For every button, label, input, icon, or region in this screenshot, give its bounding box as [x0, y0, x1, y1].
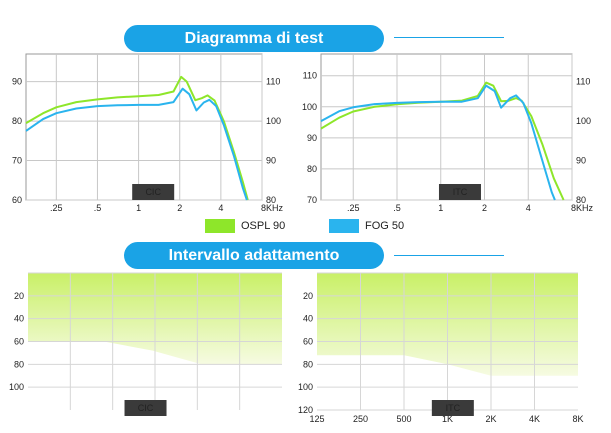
series-line: [320, 84, 556, 201]
tag-box: [132, 184, 175, 200]
y-left-tick-label: 80: [12, 116, 22, 126]
tag-label: CIC: [138, 403, 154, 413]
y-right-tick-label: 90: [576, 156, 586, 166]
x-tick-label: 2: [482, 203, 487, 213]
x-tick-label: 125: [309, 414, 324, 424]
y-tick-label: 80: [303, 359, 313, 369]
tag-box: [438, 184, 481, 200]
y-tick-label: 100: [9, 382, 24, 392]
y-right-tick-label: 100: [266, 116, 281, 126]
legend-fog-label: FOG 50: [365, 220, 405, 232]
tag-label: CIC: [145, 187, 161, 197]
x-tick-label: 1: [438, 203, 443, 213]
x-tick-label: 8K: [572, 414, 583, 424]
series-line: [320, 81, 565, 201]
legend-ospl-swatch: [205, 219, 235, 233]
y-tick-label: 60: [14, 337, 24, 347]
y-left-tick-label: 80: [307, 164, 317, 174]
y-left-tick-label: 70: [307, 195, 317, 205]
y-right-tick-label: 90: [266, 156, 276, 166]
x-tick-label: 4: [526, 203, 531, 213]
y-tick-label: 80: [14, 359, 24, 369]
x-tick-label: 2: [177, 203, 182, 213]
tag-box: [431, 400, 474, 416]
heading-rule: [394, 37, 504, 38]
y-tick-label: 40: [14, 314, 24, 324]
legend-fog-swatch: [329, 219, 359, 233]
y-tick-label: 40: [303, 314, 313, 324]
legend: OSPL 90 FOG 50: [205, 219, 425, 233]
y-tick-label: 100: [298, 382, 313, 392]
x-tick-label: .5: [94, 203, 102, 213]
x-tick-label: 8KHz: [571, 203, 594, 213]
y-tick-label: 120: [298, 405, 313, 415]
y-left-tick-label: 110: [303, 71, 317, 81]
plot-area: [25, 53, 263, 201]
y-right-tick-label: 100: [576, 116, 591, 126]
series-line: [25, 75, 249, 201]
y-tick-label: 20: [14, 291, 24, 301]
y-right-tick-label: 110: [576, 77, 590, 87]
tag-label: ITC: [453, 187, 468, 197]
x-tick-label: 500: [396, 414, 411, 424]
y-left-tick-label: 70: [12, 156, 22, 166]
x-tick-label: 4: [218, 203, 223, 213]
y-left-tick-label: 60: [12, 195, 22, 205]
series-line: [25, 87, 248, 201]
y-tick-label: 20: [303, 291, 313, 301]
y-left-tick-label: 90: [12, 77, 22, 87]
legend-ospl-label: OSPL 90: [241, 220, 286, 232]
test-chart-heading: Diagramma di test: [124, 25, 384, 52]
fitting-range-heading: Intervallo adattamento: [124, 242, 384, 269]
y-tick-label: 60: [303, 337, 313, 347]
y-right-tick-label: 80: [576, 195, 586, 205]
x-tick-label: 2K: [485, 414, 496, 424]
x-tick-label: 8KHz: [261, 203, 284, 213]
plot-area: [320, 53, 573, 201]
y-left-tick-label: 100: [302, 102, 317, 112]
tag-box: [124, 400, 167, 416]
x-tick-label: .25: [347, 203, 360, 213]
x-tick-label: 4K: [529, 414, 540, 424]
test-chart-heading-text: Diagramma di test: [184, 29, 324, 47]
x-tick-label: 1: [136, 203, 141, 213]
x-tick-label: 250: [353, 414, 368, 424]
y-left-tick-label: 90: [307, 133, 317, 143]
x-tick-label: 1K: [442, 414, 453, 424]
fitting-range-heading-text: Intervallo adattamento: [168, 246, 340, 264]
x-tick-label: .25: [50, 203, 63, 213]
tag-label: ITC: [446, 403, 461, 413]
x-tick-label: .5: [393, 203, 401, 213]
heading-rule: [394, 255, 504, 256]
y-right-tick-label: 110: [266, 77, 280, 87]
y-right-tick-label: 80: [266, 195, 276, 205]
